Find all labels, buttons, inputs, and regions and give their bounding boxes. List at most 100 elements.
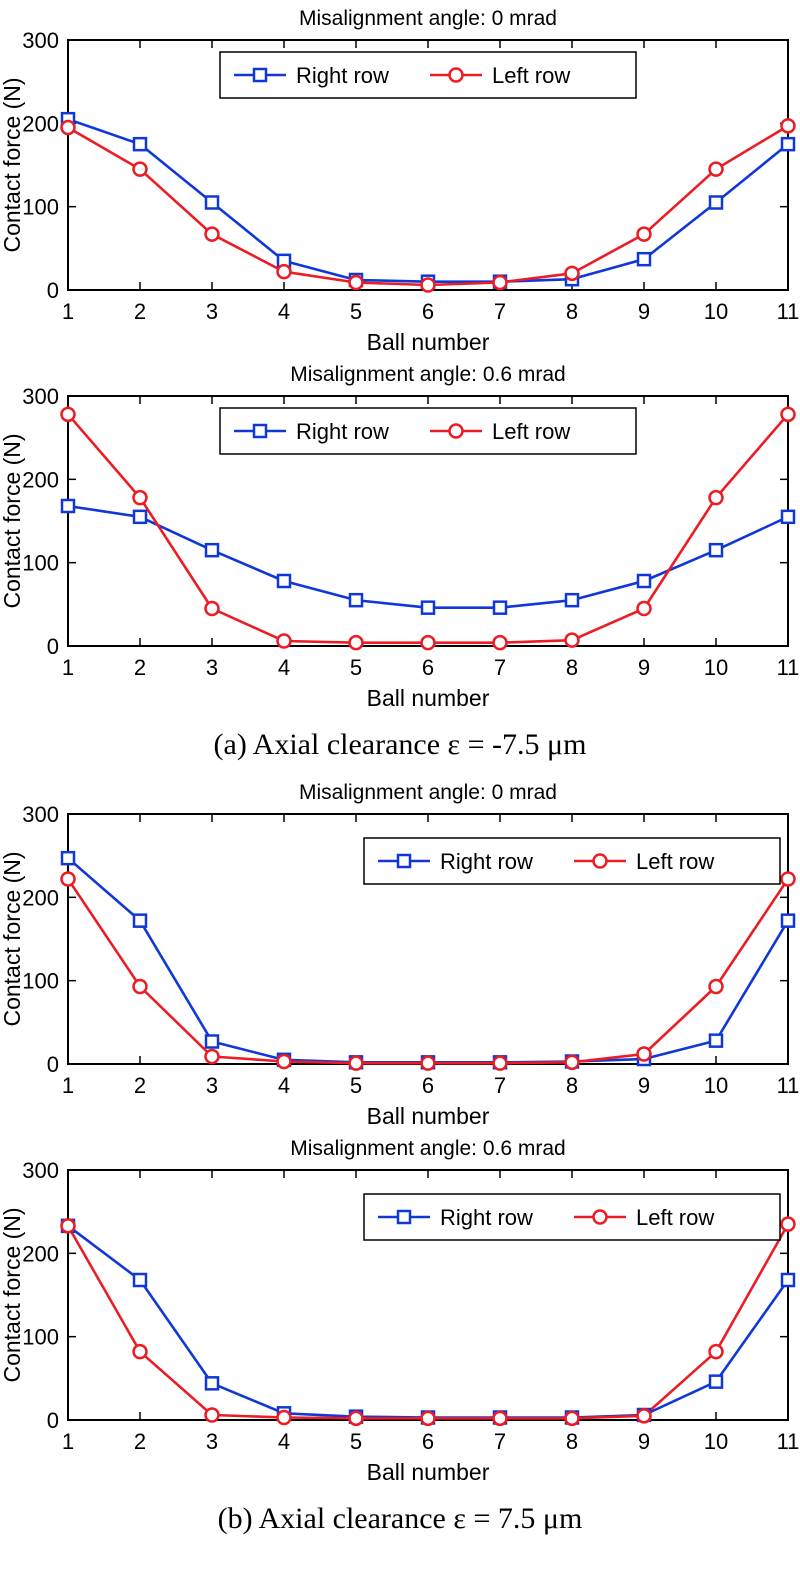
x-tick-label: 8 xyxy=(566,655,578,680)
data-point-1 xyxy=(492,274,508,291)
data-point-0 xyxy=(204,195,220,210)
data-point-1 xyxy=(780,118,796,134)
data-point-0 xyxy=(60,498,76,514)
x-tick-label: 7 xyxy=(494,299,506,324)
x-tick-label: 11 xyxy=(777,1073,800,1098)
data-point-1 xyxy=(780,1216,796,1232)
data-point-1 xyxy=(60,1218,76,1234)
data-point-0 xyxy=(708,542,724,558)
data-point-1 xyxy=(60,871,76,887)
x-tick-label: 9 xyxy=(638,1073,650,1098)
series-line-0 xyxy=(67,504,789,609)
legend-marker-1 xyxy=(592,853,608,869)
legend-label-0: Right row xyxy=(296,419,389,444)
y-tick-label: 200 xyxy=(22,1241,59,1266)
y-tick-label: 200 xyxy=(22,111,59,136)
legend-box xyxy=(219,51,637,99)
series-line-1 xyxy=(67,124,789,287)
data-point-0 xyxy=(780,509,796,525)
data-point-1 xyxy=(636,600,652,617)
x-tick-label: 10 xyxy=(704,655,728,680)
y-axis-label: Contact force (N) xyxy=(0,1207,25,1382)
x-tick-label: 11 xyxy=(777,655,800,680)
chart-b-0mrad: Misalignment angle: 0 mrad 1 2 3 4 5 6 7 8 9 10 11 0… xyxy=(0,778,800,1134)
y-tick-label: 100 xyxy=(22,969,59,994)
x-axis-label: Ball number xyxy=(367,1459,490,1485)
series-line-0 xyxy=(67,1224,790,1419)
data-point-1 xyxy=(348,274,364,291)
x-tick-label: 1 xyxy=(62,299,74,324)
y-tick-label: 100 xyxy=(22,551,59,576)
data-point-0 xyxy=(348,592,364,608)
data-point-1 xyxy=(348,1055,364,1071)
chart-title: Misalignment angle: 0.6 mrad xyxy=(290,363,565,386)
y-tick-label: 0 xyxy=(47,278,59,303)
x-tick-label: 7 xyxy=(494,1073,506,1098)
legend-box xyxy=(363,837,781,885)
data-point-0 xyxy=(708,1033,724,1048)
x-tick-label: 1 xyxy=(62,1073,74,1098)
x-tick-label: 4 xyxy=(278,1073,290,1098)
y-tick-label: 0 xyxy=(47,1408,59,1433)
legend-marker-0 xyxy=(252,67,268,83)
data-point-1 xyxy=(276,263,292,280)
data-point-1 xyxy=(492,634,508,651)
data-point-0 xyxy=(708,195,724,210)
y-tick-label: 100 xyxy=(22,195,59,220)
data-point-0 xyxy=(132,1272,148,1288)
x-tick-label: 9 xyxy=(638,1429,650,1454)
x-tick-label: 10 xyxy=(704,1429,728,1454)
data-point-0 xyxy=(636,573,652,589)
data-point-0 xyxy=(780,913,796,928)
x-tick-label: 4 xyxy=(278,299,290,324)
x-tick-label: 2 xyxy=(134,299,146,324)
data-point-1 xyxy=(348,634,364,651)
data-point-0 xyxy=(492,600,508,615)
chart-a-06mrad: Misalignment angle: 0.6 mrad 1 2 3 4 5 6 7 8 9 10 1… xyxy=(0,360,800,716)
data-point-0 xyxy=(204,1376,220,1391)
data-point-1 xyxy=(708,161,724,177)
data-point-1 xyxy=(132,489,148,506)
chart-a-0mrad-canvas: Misalignment angle: 0 mrad 1 2 3 4 5 6 7 8 9 10 11 0… xyxy=(0,7,800,355)
data-point-0 xyxy=(204,1034,220,1049)
legend-label-1: Left row xyxy=(492,63,570,88)
data-point-0 xyxy=(564,592,580,608)
data-point-1 xyxy=(132,161,148,177)
legend-label-1: Left row xyxy=(636,1205,714,1230)
legend-label-0: Right row xyxy=(440,849,533,874)
data-point-1 xyxy=(492,1055,508,1071)
legend-marker-1 xyxy=(448,423,464,439)
y-tick-label: 300 xyxy=(22,1158,59,1183)
x-tick-label: 6 xyxy=(422,1429,434,1454)
data-point-0 xyxy=(60,850,76,866)
x-tick-label: 6 xyxy=(422,1073,434,1098)
legend-label-0: Right row xyxy=(440,1205,533,1230)
chart-b-06mrad: Misalignment angle: 0.6 mrad 1 2 3 4 5 6 7 8 9 10 1… xyxy=(0,1134,800,1490)
data-point-0 xyxy=(132,136,148,152)
caption-b: (b) Axial clearance ε = 7.5 μm xyxy=(217,1502,583,1535)
legend-marker-1 xyxy=(592,1209,608,1225)
y-tick-label: 100 xyxy=(22,1325,59,1350)
x-tick-label: 5 xyxy=(350,655,362,680)
data-point-1 xyxy=(276,1053,292,1070)
data-point-1 xyxy=(636,226,652,242)
x-tick-label: 5 xyxy=(350,1073,362,1098)
x-axis-label: Ball number xyxy=(367,329,490,355)
data-point-0 xyxy=(780,1272,796,1288)
data-point-1 xyxy=(60,119,76,136)
y-tick-label: 200 xyxy=(22,467,59,492)
x-tick-label: 7 xyxy=(494,655,506,680)
y-axis-label: Contact force (N) xyxy=(0,77,25,252)
x-tick-label: 11 xyxy=(777,299,800,324)
data-point-1 xyxy=(636,1046,652,1062)
data-point-0 xyxy=(276,573,292,589)
x-tick-label: 2 xyxy=(134,1429,146,1454)
x-tick-label: 1 xyxy=(62,655,74,680)
x-tick-label: 3 xyxy=(206,1429,218,1454)
y-tick-label: 0 xyxy=(47,1052,59,1077)
y-axis-label: Contact force (N) xyxy=(0,433,25,608)
y-tick-label: 200 xyxy=(22,885,59,910)
chart-title: Misalignment angle: 0 mrad xyxy=(299,7,557,30)
data-point-1 xyxy=(420,277,436,293)
